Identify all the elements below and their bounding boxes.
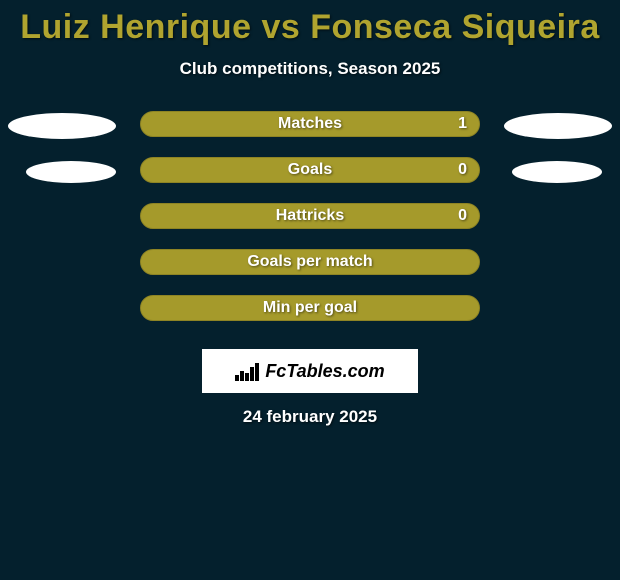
stat-row: Hattricks 0 [0, 199, 620, 245]
stat-label: Min per goal [263, 299, 357, 317]
stat-row: Goals 0 [0, 153, 620, 199]
stat-bar: Goals per match [140, 249, 480, 275]
left-ellipse-icon [8, 113, 116, 139]
stat-label: Goals [288, 161, 332, 179]
right-ellipse-icon [504, 113, 612, 139]
stat-label: Matches [278, 115, 342, 133]
bar-chart-icon [235, 361, 261, 381]
stat-bar: Goals 0 [140, 157, 480, 183]
stat-row: Goals per match [0, 245, 620, 291]
date-label: 24 february 2025 [0, 407, 620, 427]
stat-bar: Matches 1 [140, 111, 480, 137]
stat-label: Goals per match [247, 253, 372, 271]
stat-row: Min per goal [0, 291, 620, 337]
subtitle: Club competitions, Season 2025 [0, 59, 620, 79]
stat-rows: Matches 1 Goals 0 Hattricks 0 Goals per … [0, 107, 620, 337]
stat-bar: Min per goal [140, 295, 480, 321]
stat-value: 0 [458, 207, 467, 225]
stat-value: 0 [458, 161, 467, 179]
stat-bar: Hattricks 0 [140, 203, 480, 229]
logo-box: FcTables.com [202, 349, 418, 393]
logo-text: FcTables.com [265, 361, 384, 382]
comparison-infographic: Luiz Henrique vs Fonseca Siqueira Club c… [0, 0, 620, 580]
stat-row: Matches 1 [0, 107, 620, 153]
page-title: Luiz Henrique vs Fonseca Siqueira [0, 0, 620, 47]
right-ellipse-icon [512, 161, 602, 183]
stat-label: Hattricks [276, 207, 344, 225]
left-ellipse-icon [26, 161, 116, 183]
stat-value: 1 [458, 115, 467, 133]
logo: FcTables.com [235, 361, 384, 382]
